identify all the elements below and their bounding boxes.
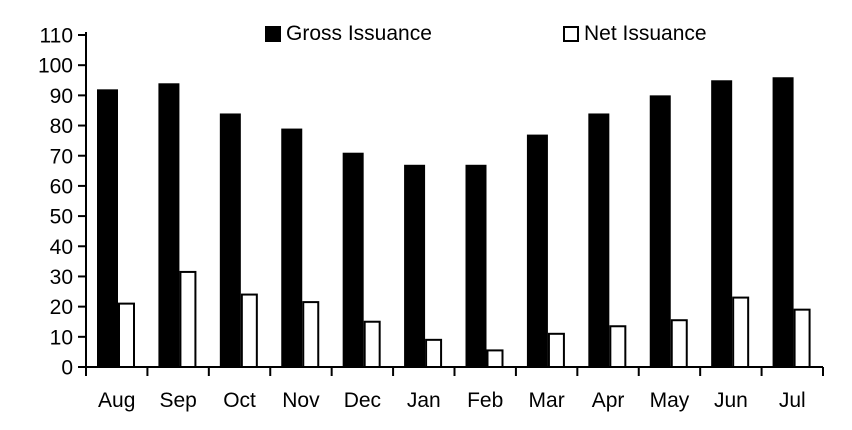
legend-item-gross-issuance: Gross Issuance [265,23,432,44]
net-issuance-swatch-icon [563,25,579,42]
bar-gross-feb [465,164,487,367]
y-tick-label-60: 60 [50,175,73,198]
x-tick-label-aug: Aug [98,389,135,412]
x-tick-label-mar: Mar [529,389,565,412]
y-tick-label-80: 80 [50,115,73,138]
bar-net-sep [179,270,197,368]
x-tick-label-jun: Jun [714,389,748,412]
bar-net-apr [609,325,627,368]
x-tick-label-dec: Dec [344,389,381,412]
y-tick-label-90: 90 [50,85,73,108]
bar-gross-dec [342,152,364,367]
bar-net-may [670,319,688,368]
x-tick-label-oct: Oct [223,389,256,412]
x-tick-label-may: May [650,389,690,412]
legend-label-net-issuance: Net Issuance [584,22,707,45]
bar-net-feb [486,349,504,368]
y-tick-label-100: 100 [38,55,73,78]
y-tick-label-70: 70 [50,145,73,168]
bar-net-nov [302,301,320,369]
bar-net-mar [547,332,565,368]
x-tick-label-feb: Feb [467,389,503,412]
bar-net-jan [425,338,443,369]
x-tick-label-jan: Jan [407,389,441,412]
bar-gross-nov [281,128,303,367]
y-tick-label-40: 40 [50,236,73,259]
bar-net-dec [363,320,381,368]
bar-gross-jan [404,164,426,367]
bar-net-jun [732,296,750,368]
bar-gross-oct [219,113,241,368]
x-tick-label-sep: Sep [159,389,196,412]
bar-net-jul [793,308,811,368]
bar-gross-mar [526,134,548,367]
bar-net-aug [118,302,135,369]
y-tick-label-110: 110 [40,25,73,48]
bar-gross-apr [588,113,610,368]
bar-gross-jul [772,77,794,367]
x-tick-label-apr: Apr [592,389,625,412]
bar-gross-sep [158,83,180,368]
y-tick-label-30: 30 [50,266,73,289]
legend-label-gross-issuance: Gross Issuance [286,22,432,45]
bar-net-oct [240,293,258,368]
bar-gross-jun [711,80,733,367]
legend-item-net-issuance: Net Issuance [563,23,707,44]
y-tick-label-10: 10 [50,326,73,349]
bar-gross-may [649,95,671,367]
y-tick-label-50: 50 [50,206,73,229]
gross-issuance-swatch-icon [265,25,281,42]
y-tick-label-0: 0 [61,357,73,380]
y-tick-label-20: 20 [50,296,73,319]
bar-gross-aug [97,89,118,367]
x-tick-label-jul: Jul [779,389,806,412]
x-tick-label-nov: Nov [282,389,320,412]
